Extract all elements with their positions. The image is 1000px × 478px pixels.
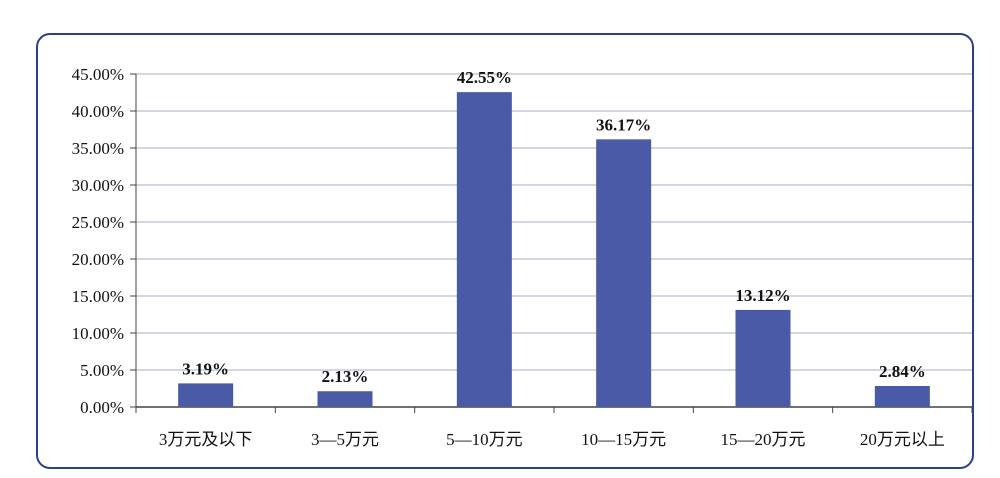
- y-tick-label: 30.00%: [72, 176, 124, 195]
- y-tick-label: 5.00%: [80, 361, 124, 380]
- bar: [735, 309, 791, 407]
- y-tick-label: 45.00%: [72, 65, 124, 84]
- y-tick-label: 25.00%: [72, 213, 124, 232]
- data-label: 3.19%: [182, 359, 229, 378]
- category-label: 5—10万元: [446, 430, 523, 449]
- bar: [317, 391, 373, 407]
- category-label: 10—15万元: [581, 430, 666, 449]
- data-label: 13.12%: [735, 286, 790, 305]
- y-tick-label: 10.00%: [72, 324, 124, 343]
- y-tick-label: 35.00%: [72, 139, 124, 158]
- bar: [456, 92, 512, 407]
- bar: [596, 139, 652, 408]
- y-tick-label: 0.00%: [80, 398, 124, 417]
- category-label: 15—20万元: [721, 430, 806, 449]
- data-label: 42.55%: [457, 68, 512, 87]
- data-label: 2.84%: [879, 362, 926, 381]
- bar: [178, 383, 234, 407]
- y-tick-label: 15.00%: [72, 287, 124, 306]
- bar: [874, 385, 930, 407]
- y-tick-label: 40.00%: [72, 102, 124, 121]
- data-label: 36.17%: [596, 115, 651, 134]
- category-label: 3—5万元: [311, 430, 379, 449]
- category-label: 20万元以上: [860, 430, 945, 449]
- y-tick-label: 20.00%: [72, 250, 124, 269]
- data-label: 2.13%: [322, 367, 369, 386]
- category-label: 3万元及以下: [159, 430, 253, 449]
